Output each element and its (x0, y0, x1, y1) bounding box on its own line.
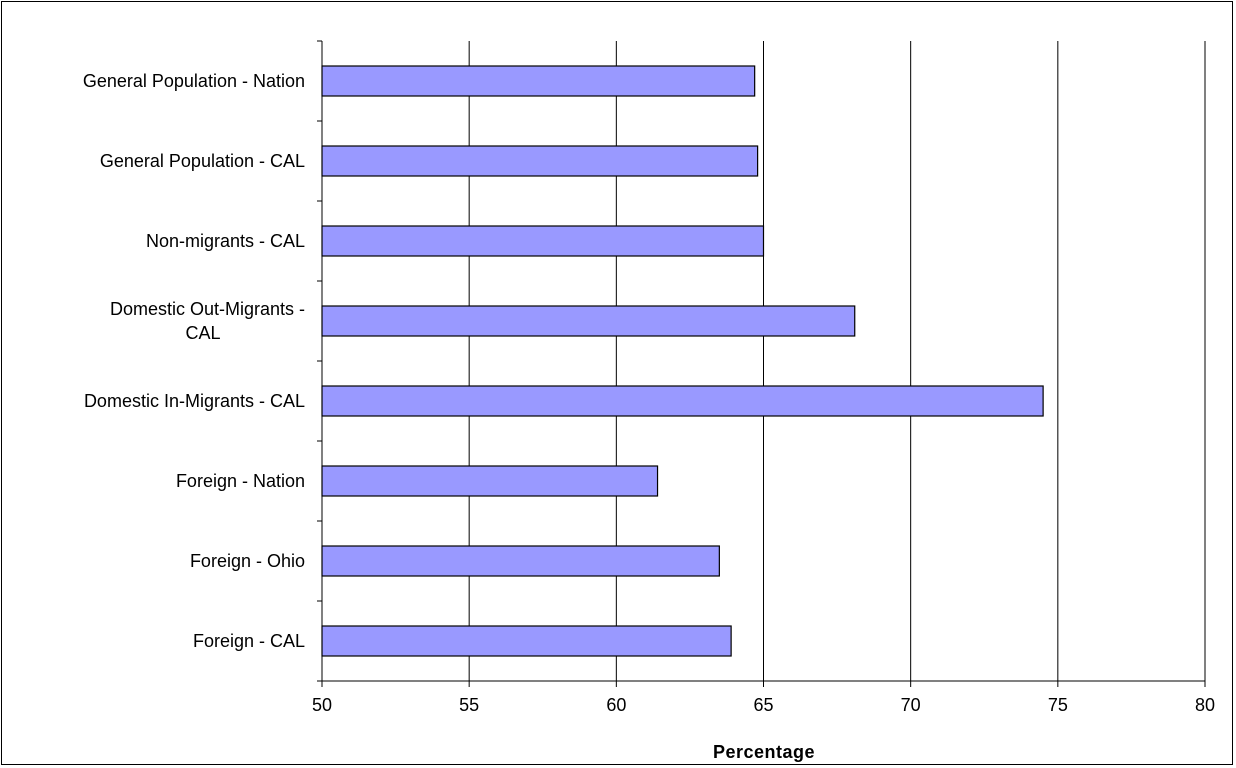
bars (321, 65, 1044, 657)
bar (321, 225, 765, 257)
x-axis-title: Percentage (713, 742, 815, 762)
bar (321, 65, 756, 97)
x-tick-label: 55 (459, 695, 479, 715)
bar (321, 545, 720, 577)
x-tick-label: 50 (312, 695, 332, 715)
gridlines (468, 41, 1206, 681)
bar (321, 465, 659, 497)
axes (317, 40, 1206, 687)
category-label: Foreign - Ohio (190, 551, 305, 571)
category-label: General Population - CAL (100, 151, 305, 171)
bar (321, 145, 759, 177)
bar (321, 625, 732, 657)
category-label: Non-migrants - CAL (146, 231, 305, 251)
category-labels: General Population - Nation General Popul… (83, 71, 305, 651)
x-tick-labels: 50 55 60 65 70 75 80 (312, 695, 1215, 715)
category-label: General Population - Nation (83, 71, 305, 91)
category-label: Foreign - CAL (193, 631, 305, 651)
x-tick-label: 65 (753, 695, 773, 715)
x-tick-label: 60 (606, 695, 626, 715)
bar (321, 385, 1044, 417)
x-tick-label: 70 (901, 695, 921, 715)
bar (321, 305, 856, 337)
category-label: Foreign - Nation (176, 471, 305, 491)
x-tick-label: 80 (1195, 695, 1215, 715)
category-label: Domestic Out-Migrants -CAL (110, 299, 305, 343)
category-label: Domestic In-Migrants - CAL (84, 391, 305, 411)
x-tick-label: 75 (1048, 695, 1068, 715)
